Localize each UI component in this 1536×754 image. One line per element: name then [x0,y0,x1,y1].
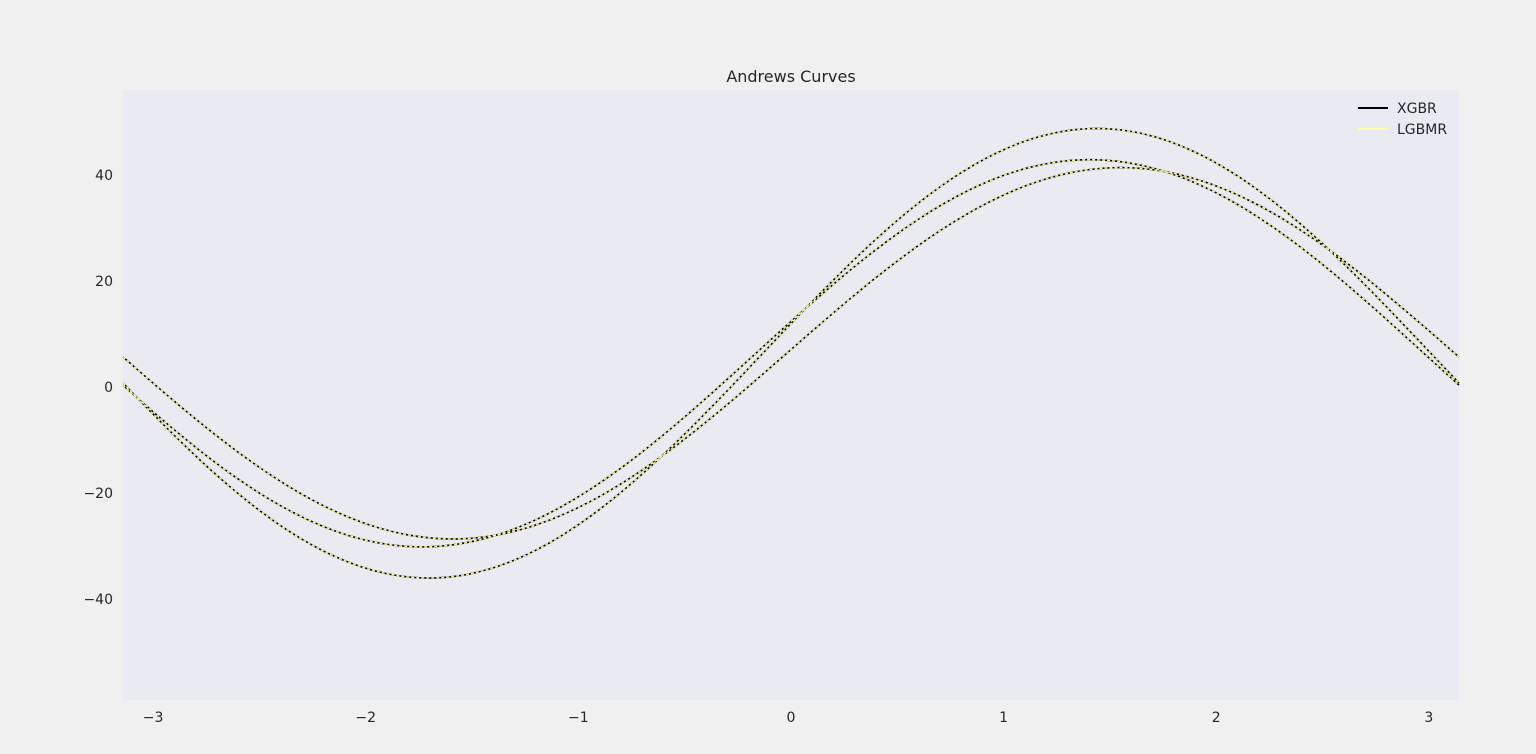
y-tick-label: 40 [95,168,113,184]
legend: XGBR LGBMR [1358,101,1447,138]
x-tick-label: −1 [568,710,589,726]
curve-lgbmr-1 [122,127,1460,579]
y-tick-label: −40 [83,592,113,608]
x-tick-label: 3 [1424,710,1433,726]
x-tick-label: 0 [787,710,796,726]
x-tick-labels: −3 −2 −1 0 1 2 3 [143,710,1434,726]
curve-lgbmr-2 [122,158,1460,548]
x-tick-label: 1 [999,710,1008,726]
legend-label-lgbmr: LGBMR [1397,122,1447,138]
curves-group [122,127,1460,579]
x-tick-label: 2 [1212,710,1221,726]
plot-area [123,90,1459,700]
y-tick-label: 20 [95,274,113,290]
y-tick-label: 0 [104,380,113,396]
curve-lgbmr-3 [122,166,1460,540]
y-tick-label: −20 [83,486,113,502]
x-tick-label: −3 [143,710,164,726]
chart-title: Andrews Curves [726,67,855,86]
x-tick-label: −2 [355,710,376,726]
legend-label-xgbr: XGBR [1397,101,1437,117]
y-tick-labels: −40 −20 0 20 40 [83,168,113,608]
